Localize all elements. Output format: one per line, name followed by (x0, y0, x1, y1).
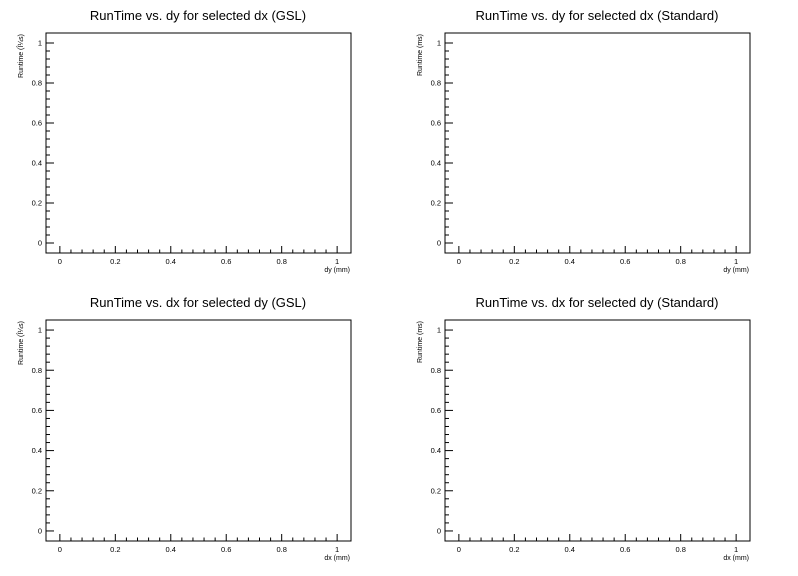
chart-panel-1: RunTime vs. dy for selected dx (GSL) 0 0.2… (16, 8, 352, 274)
x-tick-label: 0.2 (110, 257, 120, 266)
x-tick-label: 0.4 (565, 545, 575, 554)
x-tick-label: 1 (335, 545, 339, 554)
y-tick-label: 0.8 (431, 366, 441, 375)
chart-panel-2: RunTime vs. dy for selected dx (Standard… (417, 8, 751, 274)
chart-title: RunTime vs. dx for selected dy (GSL) (90, 295, 306, 310)
x-tick-label: 1 (734, 257, 738, 266)
x-tick-label: 0.8 (276, 545, 286, 554)
y-tick-label: 0.6 (32, 119, 42, 128)
y-tick-label: 0.2 (32, 486, 42, 495)
x-tick-label: 0.4 (565, 257, 575, 266)
y-tick-label: 1 (437, 39, 441, 48)
y-tick-label: 0 (38, 239, 42, 248)
x-axis-label: dx (mm) (723, 555, 749, 562)
x-tick-label: 0.6 (620, 257, 630, 266)
y-tick-label: 1 (38, 39, 42, 48)
chart-panel-3: RunTime vs. dx for selected dy (GSL) 0 0.2… (16, 295, 352, 562)
y-tick-label: 0.2 (32, 199, 42, 208)
y-tick-label: 0.8 (32, 79, 42, 88)
y-axis-label: Runtime (ms) (417, 321, 424, 363)
y-axis-label: Runtime (Î¼s) (16, 321, 25, 365)
y-tick-label: 0.2 (431, 199, 441, 208)
y-tick-label: 0.4 (431, 159, 441, 168)
plot-frame (444, 32, 751, 254)
chart-title: RunTime vs. dx for selected dy (Standard… (475, 295, 718, 310)
x-tick-label: 0.4 (166, 257, 176, 266)
x-tick-label: 1 (335, 257, 339, 266)
y-tick-label: 0.6 (431, 406, 441, 415)
x-tick-label: 0.6 (221, 257, 231, 266)
x-tick-label: 1 (734, 545, 738, 554)
x-axis-label: dy (mm) (723, 267, 749, 274)
y-axis-label: Runtime (Î¼s) (16, 34, 25, 78)
x-axis-label: dy (mm) (324, 267, 350, 274)
x-tick-label: 0.4 (166, 545, 176, 554)
x-tick-label: 0.2 (509, 257, 519, 266)
x-tick-label: 0 (58, 257, 62, 266)
y-tick-label: 0.8 (431, 79, 441, 88)
y-tick-label: 0.4 (32, 159, 42, 168)
x-axis-label: dx (mm) (324, 555, 350, 562)
y-tick-label: 0.6 (431, 119, 441, 128)
x-tick-label: 0 (58, 545, 62, 554)
x-tick-label: 0 (457, 545, 461, 554)
x-tick-label: 0 (457, 257, 461, 266)
y-tick-label: 1 (437, 326, 441, 335)
x-tick-label: 0.2 (509, 545, 519, 554)
x-tick-label: 0.8 (276, 257, 286, 266)
plot-frame (444, 319, 751, 542)
y-tick-label: 1 (38, 326, 42, 335)
chart-title: RunTime vs. dy for selected dx (GSL) (90, 8, 306, 23)
chart-title: RunTime vs. dy for selected dx (Standard… (475, 8, 718, 23)
y-axis-label: Runtime (ms) (417, 34, 424, 76)
y-tick-label: 0.2 (431, 486, 441, 495)
x-tick-label: 0.8 (675, 257, 685, 266)
plot-frame (45, 319, 352, 542)
y-tick-label: 0.4 (431, 446, 441, 455)
plot-frame (45, 32, 352, 254)
chart-panel-4: RunTime vs. dx for selected dy (Standard… (417, 295, 751, 562)
x-tick-label: 0.6 (620, 545, 630, 554)
y-tick-label: 0.4 (32, 446, 42, 455)
y-tick-label: 0 (437, 239, 441, 248)
x-tick-label: 0.6 (221, 545, 231, 554)
y-tick-label: 0 (38, 527, 42, 536)
y-tick-label: 0 (437, 527, 441, 536)
y-tick-label: 0.8 (32, 366, 42, 375)
x-tick-label: 0.8 (675, 545, 685, 554)
y-tick-label: 0.6 (32, 406, 42, 415)
x-tick-label: 0.2 (110, 545, 120, 554)
